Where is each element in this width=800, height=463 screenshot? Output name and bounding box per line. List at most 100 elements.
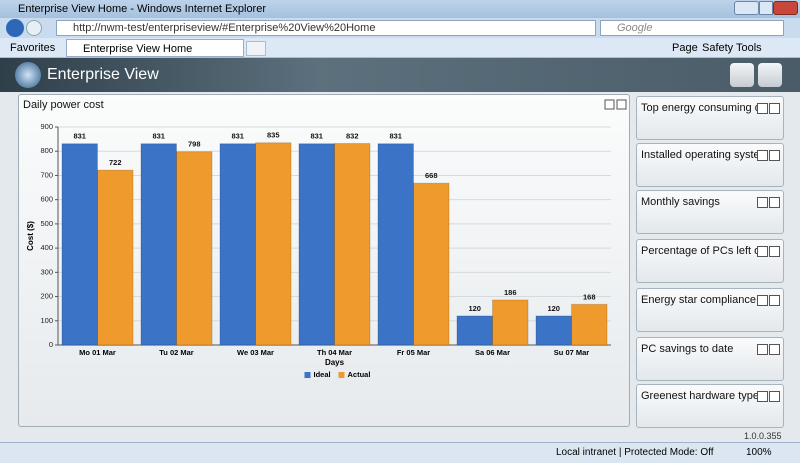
back-button[interactable] bbox=[6, 19, 24, 37]
legend-label: Ideal bbox=[314, 370, 331, 379]
widget: Energy star compliance bbox=[636, 288, 784, 332]
y-tick-label: 200 bbox=[40, 292, 53, 301]
chart: Daily power cost 0 100 200 300 400 500 600 700 8… bbox=[23, 99, 627, 379]
restore-button[interactable] bbox=[757, 246, 768, 257]
x-tick-label: Mo 01 Mar bbox=[79, 348, 116, 357]
widget-title: PC savings to date bbox=[641, 343, 734, 355]
chart-panel: Daily power cost 0 100 200 300 400 500 600 700 8… bbox=[18, 94, 630, 427]
y-tick-label: 300 bbox=[40, 267, 53, 276]
widget: Top energy consuming d... bbox=[636, 96, 784, 140]
close-widget-button[interactable] bbox=[769, 295, 780, 306]
value-label: 722 bbox=[109, 158, 122, 167]
menu[interactable]: Page bbox=[672, 42, 698, 54]
widget-title: Percentage of PCs left on... bbox=[641, 245, 759, 257]
restore-button[interactable] bbox=[757, 391, 768, 402]
y-tick-label: 500 bbox=[40, 219, 53, 228]
bar bbox=[140, 143, 177, 346]
menu[interactable]: Safety bbox=[702, 42, 734, 54]
bar bbox=[456, 315, 494, 346]
value-label: 835 bbox=[267, 131, 280, 140]
value-label: 831 bbox=[231, 132, 244, 141]
widget: Greenest hardware types bbox=[636, 384, 784, 428]
minimize-button[interactable] bbox=[734, 1, 759, 15]
bar bbox=[61, 143, 98, 346]
menu[interactable]: Tools bbox=[736, 42, 762, 54]
status-zone: Local intranet | Protected Mode: Off bbox=[556, 447, 714, 458]
value-label: 120 bbox=[547, 304, 560, 313]
app-title: Enterprise View bbox=[47, 66, 159, 83]
close-widget-button[interactable] bbox=[769, 246, 780, 257]
y-tick-label: 0 bbox=[49, 340, 53, 349]
value-label: 831 bbox=[73, 132, 86, 141]
value-label: 831 bbox=[152, 132, 165, 141]
legend-swatch bbox=[304, 372, 311, 378]
bar bbox=[334, 142, 371, 346]
value-label: 168 bbox=[583, 292, 596, 301]
close-widget-button[interactable] bbox=[769, 391, 780, 402]
search-box[interactable]: Google bbox=[600, 20, 784, 36]
zoom-level[interactable]: 100% bbox=[746, 447, 772, 458]
chart-title: Daily power cost bbox=[23, 99, 104, 111]
value-label: 798 bbox=[188, 140, 201, 149]
app-header: Enterprise View bbox=[0, 58, 800, 92]
close-widget-button[interactable] bbox=[769, 344, 780, 355]
close-widget-button[interactable] bbox=[616, 99, 627, 110]
favorites-row: Favorites Enterprise View Home Page Safe… bbox=[0, 38, 800, 58]
close-button[interactable] bbox=[773, 1, 798, 15]
home-button[interactable] bbox=[730, 63, 754, 87]
maximize-button[interactable] bbox=[759, 1, 773, 15]
bar bbox=[492, 299, 529, 346]
address-bar[interactable]: http://nwm-test/enterpriseview/#Enterpri… bbox=[56, 20, 596, 36]
bar bbox=[255, 142, 292, 346]
x-tick-label: Fr 05 Mar bbox=[397, 348, 430, 357]
widget-title: Greenest hardware types bbox=[641, 390, 759, 402]
bar bbox=[97, 169, 134, 346]
x-axis-label: Days bbox=[325, 358, 345, 367]
bar bbox=[176, 151, 213, 346]
restore-button[interactable] bbox=[757, 295, 768, 306]
x-tick-label: Sa 06 Mar bbox=[475, 348, 510, 357]
title-bar: Enterprise View Home - Windows Internet … bbox=[0, 0, 800, 18]
new-tab[interactable] bbox=[246, 41, 266, 56]
window-title: Enterprise View Home - Windows Internet … bbox=[18, 3, 267, 15]
restore-button[interactable] bbox=[604, 99, 615, 110]
legend-label: Actual bbox=[348, 370, 371, 379]
y-tick-label: 100 bbox=[40, 316, 53, 325]
x-tick-label: Su 07 Mar bbox=[554, 348, 590, 357]
value-label: 831 bbox=[310, 132, 323, 141]
y-tick-label: 800 bbox=[40, 146, 53, 155]
settings-button[interactable] bbox=[758, 63, 782, 87]
y-tick-label: 600 bbox=[40, 195, 53, 204]
x-tick-label: Th 04 Mar bbox=[317, 348, 352, 357]
y-tick-label: 700 bbox=[40, 170, 53, 179]
address-row: http://nwm-test/enterpriseview/#Enterpri… bbox=[0, 18, 800, 38]
browser-tab[interactable]: Enterprise View Home bbox=[66, 39, 244, 57]
x-tick-label: Tu 02 Mar bbox=[159, 348, 194, 357]
favorites-button[interactable]: Favorites bbox=[10, 42, 56, 54]
restore-button[interactable] bbox=[757, 103, 768, 114]
bar bbox=[535, 315, 573, 346]
forward-button[interactable] bbox=[26, 20, 42, 36]
widget: Percentage of PCs left on... bbox=[636, 239, 784, 283]
app-version: 1.0.0.355 bbox=[744, 431, 782, 441]
close-widget-button[interactable] bbox=[769, 197, 780, 208]
restore-button[interactable] bbox=[757, 344, 768, 355]
y-tick-label: 400 bbox=[40, 243, 53, 252]
restore-button[interactable] bbox=[757, 197, 768, 208]
value-label: 120 bbox=[468, 304, 481, 313]
close-widget-button[interactable] bbox=[769, 150, 780, 161]
close-widget-button[interactable] bbox=[769, 103, 780, 114]
value-label: 668 bbox=[425, 171, 438, 180]
widget-title: Top energy consuming d... bbox=[641, 102, 759, 114]
widget-title: Energy star compliance bbox=[641, 294, 756, 306]
legend-swatch bbox=[338, 372, 345, 378]
widget-title: Monthly savings bbox=[641, 196, 720, 208]
widget: Installed operating systems bbox=[636, 143, 784, 187]
app-logo bbox=[15, 62, 41, 88]
widget-title: Installed operating systems bbox=[641, 149, 759, 161]
value-label: 831 bbox=[389, 132, 402, 141]
bar bbox=[219, 143, 256, 346]
y-tick-label: 900 bbox=[40, 122, 53, 131]
restore-button[interactable] bbox=[757, 150, 768, 161]
